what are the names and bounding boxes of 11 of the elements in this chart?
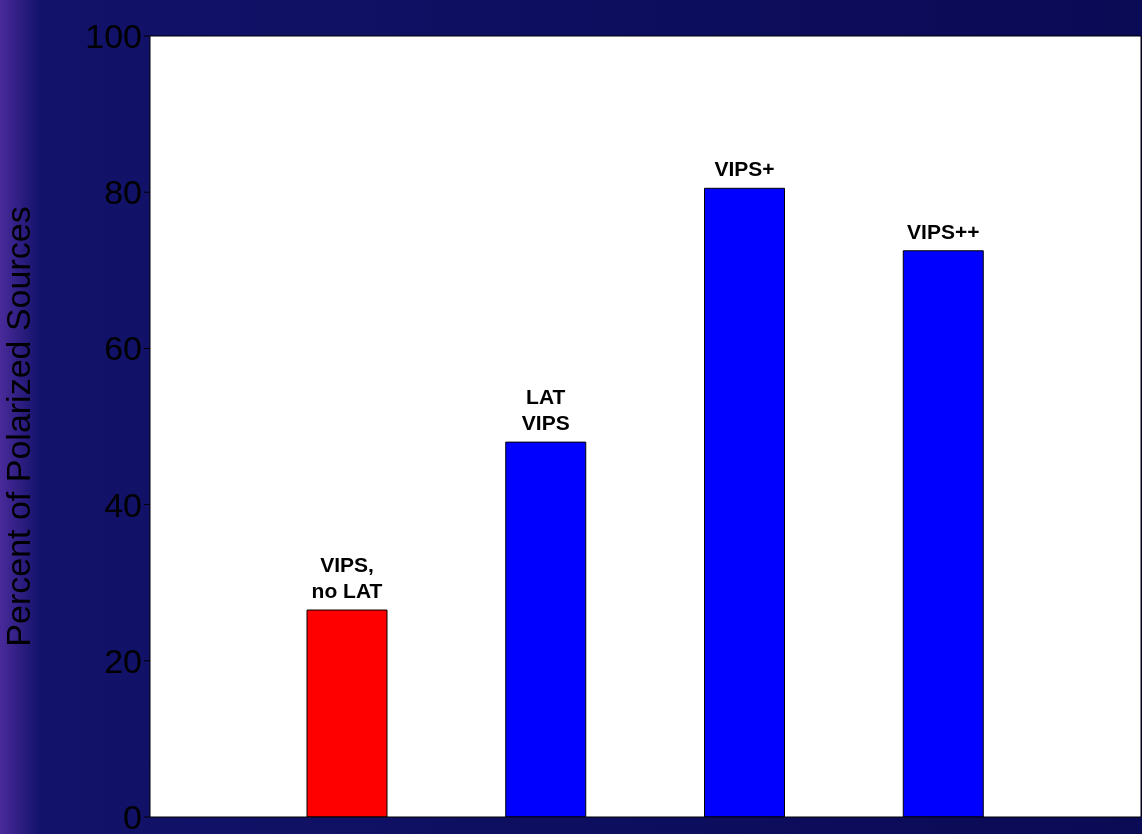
x-tick-label: VIPS++ xyxy=(907,219,980,243)
y-tick-label: 20 xyxy=(104,641,142,680)
y-tick-label: 60 xyxy=(104,329,142,368)
y-tick-label: 100 xyxy=(85,17,142,56)
y-axis-title: Percent of Polarized Sources xyxy=(0,206,38,647)
y-tick-label: 0 xyxy=(123,798,142,834)
y-tick-label: 40 xyxy=(104,485,142,524)
x-tick-label: LAT VIPS xyxy=(521,385,570,435)
y-tick-label: 80 xyxy=(104,173,142,212)
x-tick-label: VIPS, no LAT xyxy=(311,553,383,603)
x-tick-label: VIPS+ xyxy=(714,157,775,181)
